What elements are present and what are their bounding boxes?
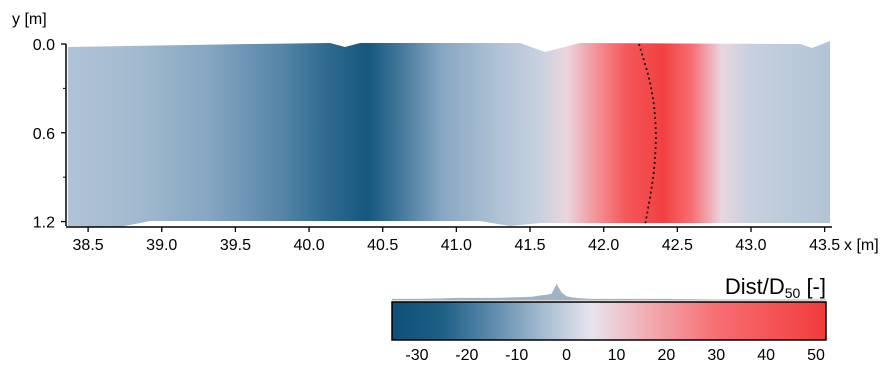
y-axis: y [m] 0.0 0.6 1.2	[12, 11, 67, 232]
colorbar-tick-label: -10	[505, 347, 528, 364]
x-tick-label: 38.5	[73, 237, 104, 254]
plot-area	[68, 41, 830, 227]
x-tick-label: 43.5	[809, 237, 840, 254]
colorbar-rect	[391, 301, 827, 341]
x-tick-label: 42.0	[588, 237, 619, 254]
x-tick-label: 43.0	[735, 237, 766, 254]
x-axis-label: x [m]	[844, 237, 879, 254]
y-axis-label: y [m]	[12, 11, 47, 28]
x-tick-label: 39.0	[146, 237, 177, 254]
distance-field	[68, 41, 830, 227]
x-axis: x [m] 38.5 39.0 39.5 40.0 40.5 41.0 41.5 42.0 42…	[66, 226, 879, 254]
colorbar-tick-label: -30	[405, 347, 428, 364]
colorbar-tick-label: -20	[455, 347, 478, 364]
x-tick-label: 41.5	[514, 237, 545, 254]
crest-line	[638, 43, 657, 227]
x-tick-label: 39.5	[220, 237, 251, 254]
x-tick-label: 42.5	[662, 237, 693, 254]
colorbar-title: Dist/D50 [-]	[725, 274, 826, 301]
y-tick-label: 0.6	[33, 126, 55, 143]
y-tick-label: 0.0	[33, 37, 55, 54]
colorbar-tick-label: 0	[562, 347, 571, 364]
x-tick-label: 40.0	[293, 237, 324, 254]
colorbar-tick-label: 20	[657, 347, 675, 364]
colorbar-tick-label: 40	[757, 347, 775, 364]
y-tick-label: 1.2	[33, 215, 55, 232]
x-tick-label: 41.0	[441, 237, 472, 254]
colorbar-tick-label: 50	[807, 347, 825, 364]
x-tick-label: 40.5	[367, 237, 398, 254]
colorbar-histogram	[392, 284, 826, 301]
colorbar: Dist/D50 [-] -30 -20 -10 0 10 20 30 40 50	[391, 274, 827, 364]
colorbar-tick-label: 30	[707, 347, 725, 364]
colorbar-tick-label: 10	[608, 347, 626, 364]
